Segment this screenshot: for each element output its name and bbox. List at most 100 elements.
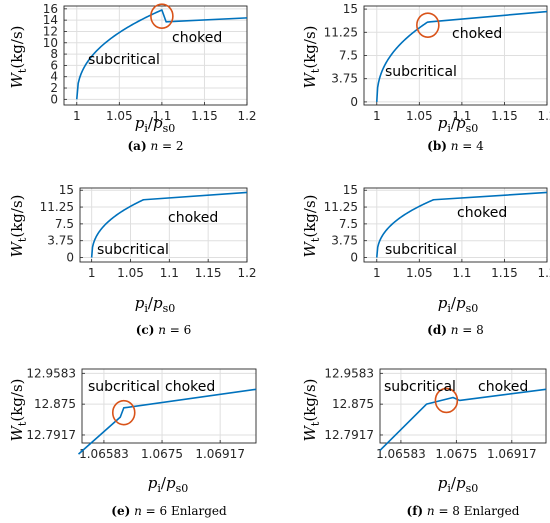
xlabel-num-d: p	[438, 294, 448, 312]
xlabel-den-e: p	[166, 474, 176, 492]
xtick-label-e-0: 1.06583	[79, 447, 129, 461]
ytick-label-d-4: 15	[343, 183, 358, 197]
ylabel-sub-b: t	[309, 68, 322, 73]
highlight-circle-e	[111, 399, 136, 426]
xlabel-num-sub-d: i	[447, 302, 451, 315]
xlabel-den-a: p	[153, 114, 163, 132]
ylabel-main-e: W	[8, 425, 26, 442]
xlabel-den-d: p	[456, 294, 466, 312]
ylabel-sub-f: t	[309, 421, 322, 426]
xtick-label-d-0: 1	[373, 266, 381, 280]
xtick-label-c-2: 1.1	[160, 266, 179, 280]
label-choked-f: choked	[478, 379, 528, 395]
ytick-label-a-8: 16	[43, 2, 58, 16]
xlabel-sep-d: /	[451, 294, 457, 312]
ylabel-unit-f: (kg/s)	[301, 379, 319, 422]
ytick-label-c-0: 0	[66, 251, 74, 265]
caption-rest-e: = 6 Enlarged	[142, 504, 227, 518]
ytick-label-e-2: 12.9583	[26, 366, 76, 380]
xlabel-den-sub-d: s0	[466, 302, 479, 315]
axes-box-e	[81, 368, 257, 444]
ytick-label-b-4: 15	[343, 2, 358, 16]
ytick-label-c-1: 3.75	[47, 234, 74, 248]
ytick-label-c-4: 15	[59, 183, 74, 197]
xlabel-sep-e: /	[161, 474, 167, 492]
xlabel-num-sub-f: i	[447, 482, 451, 495]
ytick-label-d-3: 11.25	[324, 200, 358, 214]
ylabel-sub-c: t	[16, 237, 29, 242]
caption-c: (c) n = 6	[136, 323, 192, 337]
ylabel-main-b: W	[301, 72, 319, 89]
highlight-circle-b	[416, 12, 440, 38]
xtick-label-c-3: 1.15	[195, 266, 222, 280]
ylabel-main-f: W	[301, 425, 319, 442]
xlabel-den-sub-f: s0	[466, 482, 479, 495]
ylabel-main-c: W	[8, 241, 26, 258]
ylabel-sub-d: t	[309, 237, 322, 242]
label-subcritical-c: subcritical	[97, 242, 169, 258]
caption-var-d: n	[451, 323, 459, 337]
highlight-circle-f	[434, 387, 459, 414]
xlabel-den-f: p	[456, 474, 466, 492]
series-line-c	[90, 191, 248, 258]
subplot-e: 1.06583 1.0675 1.06917 12.7917 12.875 12.9583…	[8, 366, 257, 518]
ylabel-unit-e: (kg/s)	[8, 379, 26, 422]
ytick-label-f-1: 12.875	[332, 397, 374, 411]
subplot-f: 1.06583 1.0675 1.06917 12.7917 12.875 12.9583…	[301, 366, 547, 518]
caption-rest-d: = 8	[458, 323, 483, 337]
xlabel-den-c: p	[153, 294, 163, 312]
caption-var-a: n	[150, 139, 158, 153]
label-subcritical-a: subcritical	[88, 52, 160, 68]
ytick-label-a-4: 8	[50, 47, 58, 61]
ylabel-unit-d: (kg/s)	[301, 195, 319, 238]
caption-var-f: n	[427, 504, 435, 518]
caption-f: (f) n = 8 Enlarged	[407, 504, 520, 518]
ytick-label-a-1: 2	[50, 81, 58, 95]
caption-tag-d: (d)	[427, 323, 447, 337]
xtick-label-a-2: 1.1	[152, 109, 171, 123]
series-line-a	[75, 9, 248, 100]
axes-box-d	[363, 187, 548, 263]
ytick-label-a-3: 6	[50, 58, 58, 72]
ylabel-unit-c: (kg/s)	[8, 195, 26, 238]
ytick-label-d-0: 0	[350, 251, 358, 265]
ytick-label-f-0: 12.7917	[324, 428, 374, 442]
ytick-label-a-6: 12	[43, 24, 58, 38]
xtick-label-a-3: 1.15	[191, 109, 218, 123]
xtick-label-a-4: 1.2	[237, 109, 256, 123]
xtick-label-d-2: 1.1	[452, 266, 471, 280]
axes-box-f	[379, 368, 547, 444]
ylabel-sub-e: t	[16, 421, 29, 426]
ytick-label-e-1: 12.875	[34, 397, 76, 411]
label-choked-e: choked	[165, 379, 215, 395]
subplot-b: 1 1.05 1.1 1.15 1.2 0 3.75 7.5 11.25 15 subcritica…	[301, 2, 550, 153]
xtick-label-b-4: 1.2	[537, 109, 550, 123]
caption-rest-c: = 6	[166, 323, 191, 337]
ytick-label-b-2: 7.5	[339, 49, 358, 63]
xlabel-den-sub-c: s0	[163, 302, 176, 315]
caption-b: (b) n = 4	[427, 139, 484, 153]
xtick-label-d-1: 1.05	[406, 266, 433, 280]
caption-rest-a: = 2	[158, 139, 183, 153]
ylabel-main-a: W	[8, 72, 26, 89]
ytick-label-b-0: 0	[350, 95, 358, 109]
xlabel-num-e: p	[148, 474, 158, 492]
xlabel-d: pi/ps0	[438, 294, 478, 315]
ytick-label-b-1: 3.75	[331, 72, 358, 86]
xlabel-f: pi/ps0	[438, 474, 478, 495]
label-subcritical-d: subcritical	[385, 242, 457, 258]
xlabel-num-a: p	[135, 114, 145, 132]
xtick-label-f-1: 1.0675	[435, 447, 477, 461]
ytick-label-a-7: 14	[43, 13, 58, 27]
xtick-label-b-2: 1.1	[452, 109, 471, 123]
ylabel-unit-a: (kg/s)	[8, 26, 26, 69]
ylabel-main-d: W	[301, 241, 319, 258]
caption-tag-c: (c)	[136, 323, 155, 337]
caption-var-b: n	[451, 139, 459, 153]
xtick-label-c-1: 1.05	[117, 266, 144, 280]
series-line-e	[77, 388, 257, 455]
xtick-label-a-0: 1	[73, 109, 81, 123]
ytick-label-a-5: 10	[43, 36, 58, 50]
ylabel-f: Wt(kg/s)	[301, 379, 322, 442]
